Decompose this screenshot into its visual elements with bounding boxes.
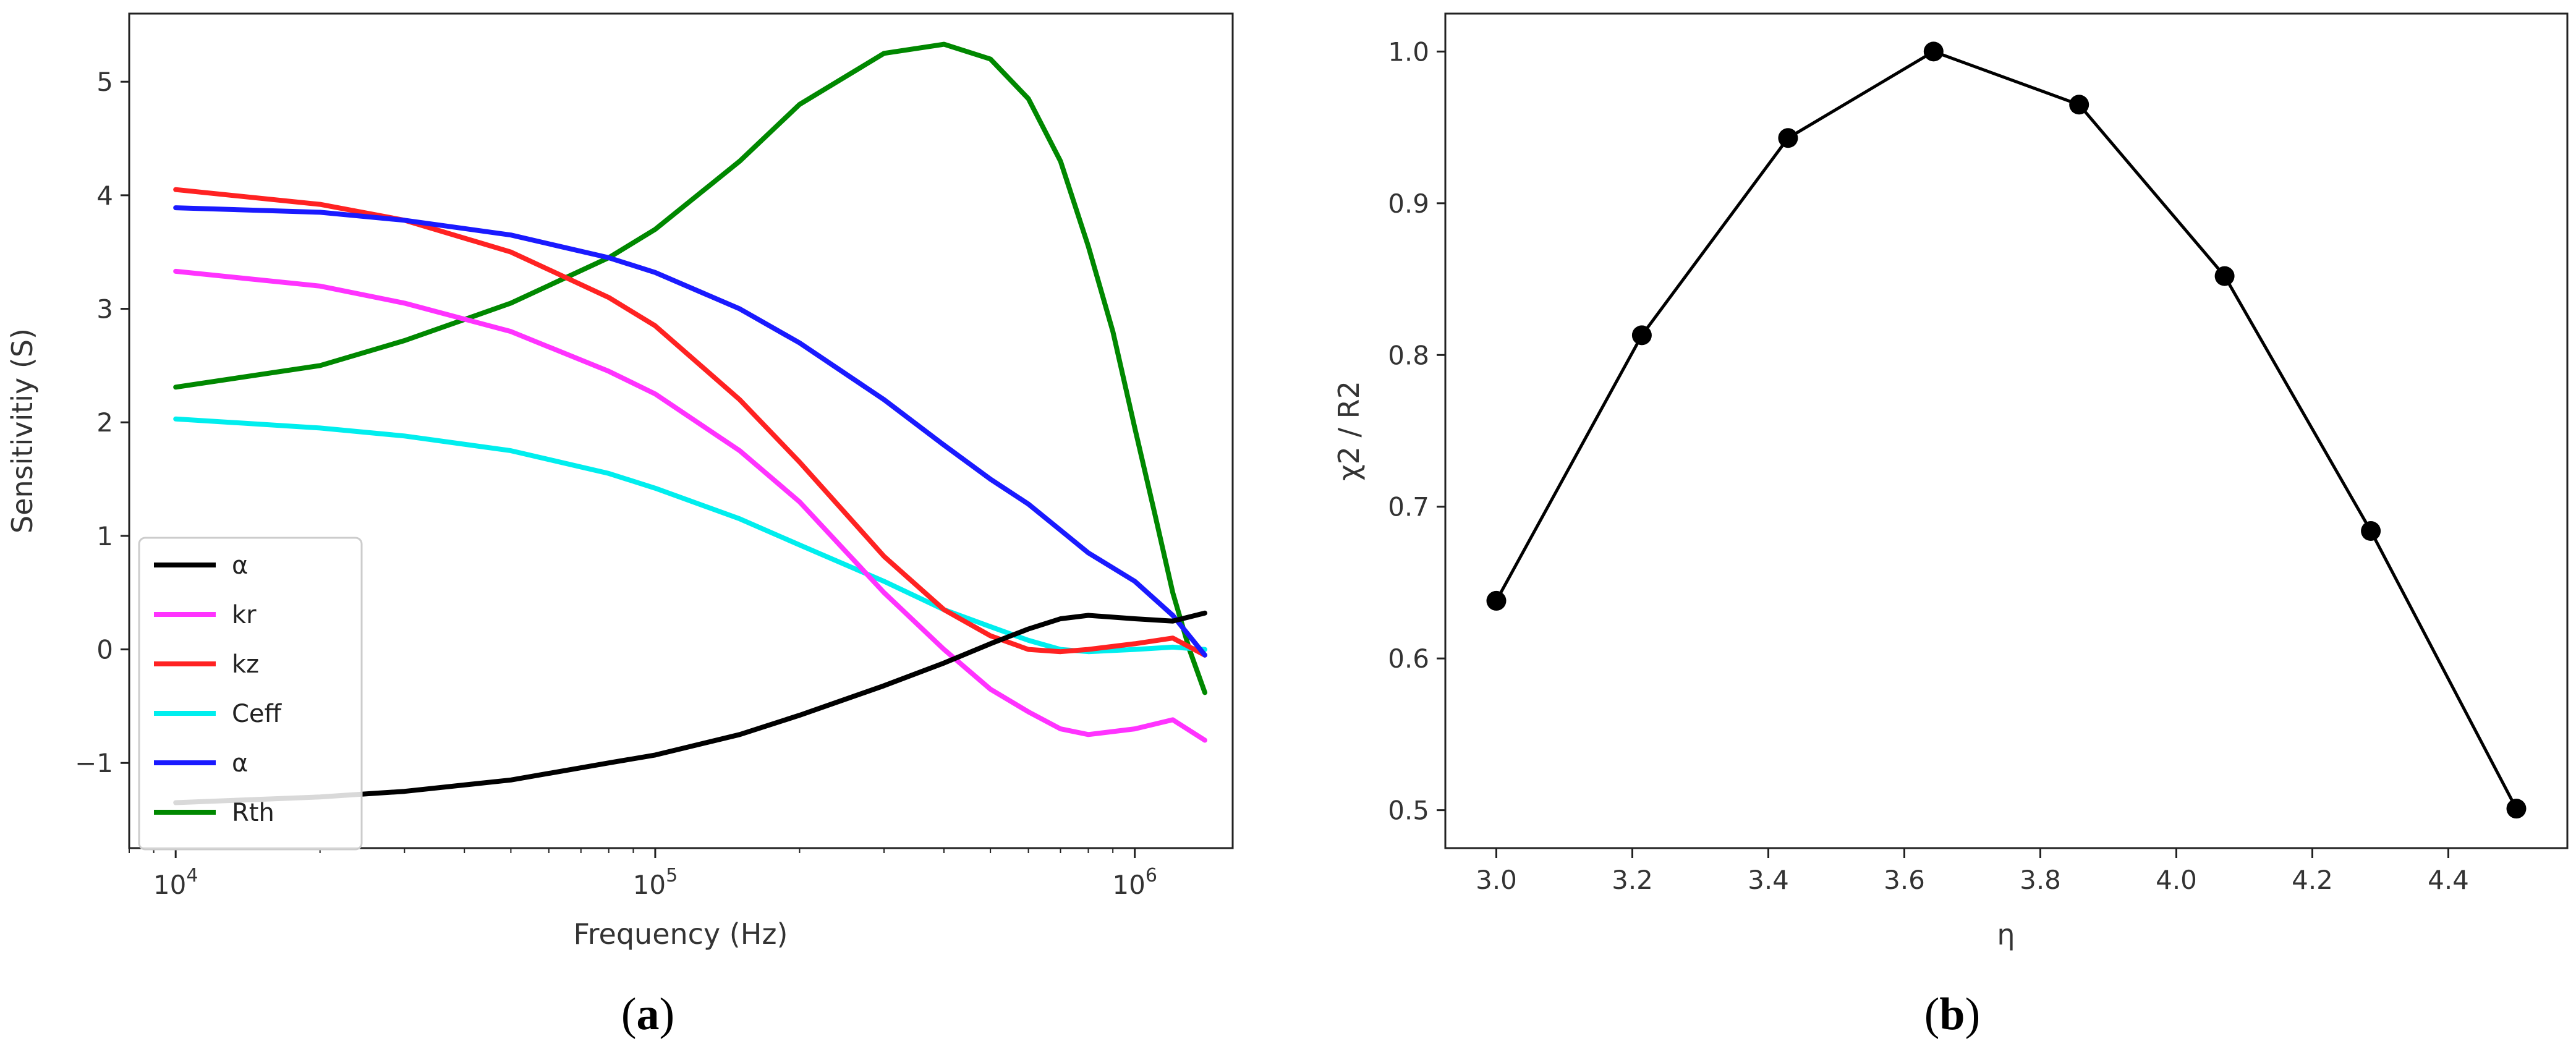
panel-a-line-rth-5: [173, 41, 1207, 695]
panel-b-y-axis-label: χ2 / R2: [1332, 381, 1366, 481]
panel-a-series-lines: [173, 41, 1207, 805]
panel-a-caption: (a): [621, 989, 674, 1040]
panel-b-x-tick-label: 4.2: [2292, 865, 2333, 895]
panel-a-line-kr-1: [173, 268, 1207, 743]
panel-a-line-ceff-3: [173, 416, 1207, 655]
panel-a-legend-label-kz-2: kz: [232, 650, 259, 679]
panel-a-sensitivity-chart: −1 0 1 2 3 4 5 104 105 106 α kr kz Ceff α Rth Frequen…: [6, 12, 1234, 1040]
panel-b-data-point: [2361, 521, 2381, 541]
panel-a-x-tick-label: 105: [633, 865, 678, 900]
panel-b-y-axis: 0.5 0.6 0.7 0.8 0.9 1.0: [1388, 36, 1445, 826]
panel-a-y-tick-label: −1: [75, 748, 113, 778]
panel-a-x-tick-label: 106: [1112, 865, 1157, 900]
panel-b-data-point: [2069, 95, 2089, 115]
panel-b-y-tick-label: 0.6: [1388, 643, 1429, 674]
panel-b-y-tick-label: 0.5: [1388, 796, 1429, 826]
panel-b-data-point: [1486, 590, 1507, 611]
panel-b-plot-area: [1444, 12, 2569, 849]
panel-b-x-tick-label: 3.0: [1476, 865, 1517, 895]
panel-a-x-axis: 104 105 106: [129, 848, 1157, 900]
panel-b-data-point: [1778, 128, 1798, 148]
panel-b-x-tick-label: 3.8: [2020, 865, 2061, 895]
panel-b-x-tick-label: 4.4: [2428, 865, 2469, 895]
panel-b-x-tick-label: 4.0: [2156, 865, 2197, 895]
panel-b-y-tick-label: 0.9: [1388, 189, 1429, 219]
panel-b-y-tick-label: 1.0: [1388, 36, 1429, 67]
panel-b-data-point: [2506, 799, 2527, 819]
panel-b-x-tick-label: 3.6: [1884, 865, 1925, 895]
panel-a-legend: α kr kz Ceff α Rth: [138, 537, 363, 851]
panel-b-eta-chart: 0.5 0.6 0.7 0.8 0.9 1.0 3.0 3.2 3.4 3.6 3.8 4.0 4.2…: [1332, 12, 2569, 1040]
panel-b-data-point: [2214, 266, 2235, 286]
panel-b-x-tick-label: 3.4: [1748, 865, 1789, 895]
panel-a-legend-label-alpha-0: α: [232, 551, 248, 580]
panel-a-line-alpha-0: [173, 610, 1207, 805]
panel-b-y-tick-label: 0.7: [1388, 492, 1429, 522]
panel-b-line-chi2-r2-0: [1495, 49, 2518, 810]
panel-a-y-tick-label: 3: [96, 294, 113, 325]
panel-a-legend-label-alpha-4: α: [232, 749, 248, 778]
panel-a-legend-label-ceff-3: Ceff: [232, 700, 283, 728]
panel-b-x-axis: 3.0 3.2 3.4 3.6 3.8 4.0 4.2 4.4: [1476, 848, 2469, 895]
panel-b-x-tick-label: 3.2: [1612, 865, 1653, 895]
panel-a-y-axis: −1 0 1 2 3 4 5: [75, 67, 129, 778]
panel-a-x-tick-label: 104: [153, 865, 198, 900]
panel-a-line-kz-2: [173, 187, 1207, 658]
panel-a-y-tick-label: 4: [96, 180, 113, 211]
panel-a-legend-label-rth-5: Rth: [232, 799, 274, 827]
panel-a-x-axis-label: Frequency (Hz): [574, 917, 788, 951]
panel-b-data-point: [1631, 325, 1652, 346]
panel-b-y-tick-label: 0.8: [1388, 340, 1429, 370]
panel-b-x-axis-label: η: [1997, 918, 2015, 951]
panel-a-y-tick-label: 5: [96, 67, 113, 97]
panel-a-legend-label-kr-1: kr: [232, 601, 257, 629]
panel-a-y-tick-label: 1: [96, 521, 113, 551]
panel-a-y-tick-label: 2: [96, 407, 113, 438]
panel-b-data-point: [1923, 41, 1944, 62]
panel-a-y-axis-label: Sensitivitiy (S): [6, 328, 39, 533]
panel-b-series-lines: [1486, 41, 2527, 819]
panel-a-y-tick-label: 0: [96, 635, 113, 665]
panel-b-caption: (b): [1924, 989, 1980, 1040]
panel-a-line-alpha-4: [173, 205, 1207, 658]
